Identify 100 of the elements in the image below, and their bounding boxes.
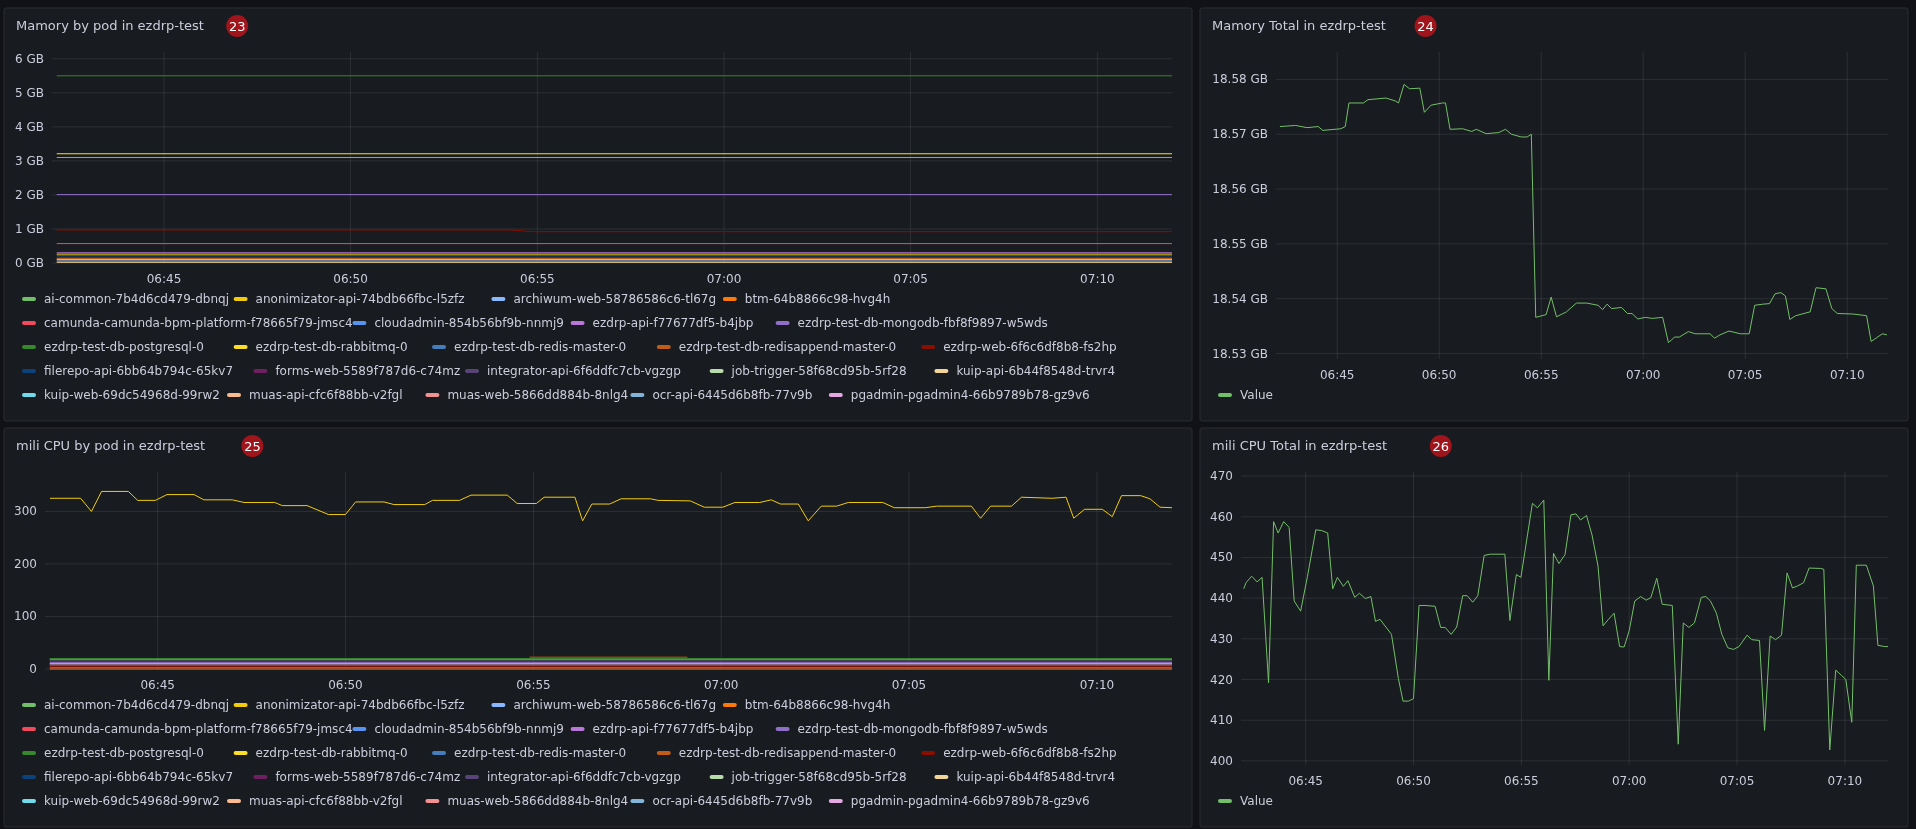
legend-label: muas-api-cfc6f88bb-v2fgl [249, 794, 403, 808]
chart-title: Mamory by pod in ezdrp-test [16, 18, 204, 33]
legend-label: job-trigger-58f68cd95b-5rf28 [730, 364, 907, 378]
legend-label: kuip-api-6b44f8548d-trvr4 [956, 770, 1116, 784]
y-tick-label: 18.56 GB [1212, 182, 1268, 197]
legend-label: kuip-api-6b44f8548d-trvr4 [956, 364, 1116, 378]
legend-label: cloudadmin-854b56bf9b-nnmj9 [374, 316, 564, 330]
x-tick-label: 07:05 [893, 272, 928, 286]
x-tick-label: 07:00 [1611, 774, 1647, 788]
y-tick-label: 18.58 GB [1212, 72, 1268, 87]
legend-label: ezdrp-test-db-mongodb-fbf8f9897-w5wds [797, 722, 1048, 736]
y-tick-label: 2 GB [15, 187, 44, 202]
legend-label: ai-common-7b4d6cd479-dbnqj [44, 292, 229, 306]
legend-label: ezdrp-web-6f6c6df8b8-fs2hp [943, 340, 1117, 354]
y-tick-label: 4 GB [15, 119, 44, 134]
legend-label: anonimizator-api-74bdb66fbc-l5zfz [255, 292, 465, 306]
legend-label: ocr-api-6445d6b8fb-77v9b [652, 794, 813, 808]
legend-label: integrator-api-6f6ddfc7cb-vgzgp [487, 364, 681, 378]
y-tick-label: 18.54 GB [1212, 291, 1268, 306]
legend-label: Value [1240, 388, 1273, 402]
legend-label: archiwum-web-58786586c6-tl67g [513, 698, 717, 712]
legend-label: forms-web-5589f787d6-c74mz [275, 770, 461, 784]
legend-label: forms-web-5589f787d6-c74mz [275, 364, 461, 378]
text: 25 [244, 439, 261, 454]
y-tick-label: 460 [1210, 509, 1233, 524]
y-tick-label: 420 [1210, 672, 1233, 687]
legend-label: ezdrp-test-db-postgresql-0 [44, 746, 204, 760]
x-tick-label: 06:55 [1504, 774, 1539, 788]
y-tick-label: 18.53 GB [1212, 346, 1268, 361]
x-tick-label: 07:05 [1719, 774, 1755, 788]
y-tick-label: 440 [1210, 591, 1233, 606]
x-tick-label: 06:55 [1523, 368, 1559, 382]
y-tick-label: 470 [1210, 469, 1233, 484]
legend-label: filerepo-api-6bb64b794c-65kv7 [44, 364, 234, 378]
x-tick-label: 06:50 [328, 678, 363, 692]
x-tick-label: 07:10 [1829, 368, 1865, 382]
legend-label: btm-64b8866c98-hvg4h [744, 292, 891, 306]
legend-label: muas-api-cfc6f88bb-v2fgl [249, 388, 403, 402]
legend-label: filerepo-api-6bb64b794c-65kv7 [44, 770, 234, 784]
y-tick-label: 5 GB [15, 85, 44, 100]
x-tick-label: 07:05 [1727, 368, 1763, 382]
y-tick-label: 430 [1210, 631, 1233, 646]
legend-label: ezdrp-test-db-rabbitmq-0 [255, 746, 408, 760]
y-tick-label: 100 [14, 609, 37, 624]
legend-label: ezdrp-test-db-redisappend-master-0 [678, 340, 897, 354]
x-tick-label: 06:45 [146, 272, 182, 286]
legend-label: ezdrp-test-db-redis-master-0 [454, 746, 627, 760]
legend-label: ezdrp-test-db-rabbitmq-0 [255, 340, 408, 354]
x-tick-label: 07:00 [703, 678, 739, 692]
y-tick-label: 0 [29, 662, 37, 676]
legend-label: job-trigger-58f68cd95b-5rf28 [730, 770, 907, 784]
legend-label: archiwum-web-58786586c6-tl67g [513, 292, 717, 306]
x-tick-label: 07:10 [1080, 272, 1115, 286]
x-tick-label: 06:50 [1421, 368, 1457, 382]
legend-label: kuip-web-69dc54968d-99rw2 [44, 388, 220, 402]
y-tick-label: 3 GB [15, 153, 44, 168]
legend-label: ezdrp-test-db-postgresql-0 [44, 340, 204, 354]
x-tick-label: 07:00 [1625, 368, 1661, 382]
legend-label: Value [1240, 794, 1273, 808]
x-tick-label: 06:45 [1288, 774, 1323, 788]
x-tick-label: 07:05 [891, 678, 927, 692]
legend-label: muas-web-5866dd884b-8nlg4 [447, 388, 629, 402]
x-tick-label: 06:55 [520, 272, 555, 286]
x-tick-label: 07:10 [1827, 774, 1863, 788]
y-tick-label: 410 [1210, 713, 1233, 728]
chart-title: mili CPU Total in ezdrp-test [1212, 438, 1387, 453]
y-tick-label: 0 GB [15, 256, 44, 270]
line-series [1279, 83, 1888, 344]
y-tick-label: 200 [14, 556, 37, 571]
y-tick-label: 6 GB [15, 51, 44, 66]
legend-label: ai-common-7b4d6cd479-dbnqj [44, 698, 229, 712]
legend-label: ezdrp-test-db-redisappend-master-0 [678, 746, 897, 760]
x-tick-label: 07:10 [1079, 678, 1115, 692]
x-tick-label: 06:45 [140, 678, 175, 692]
chart-title: mili CPU by pod in ezdrp-test [16, 438, 206, 453]
x-tick-label: 06:50 [333, 272, 368, 286]
line-series [49, 490, 1173, 522]
y-tick-label: 450 [1210, 550, 1233, 565]
x-tick-label: 06:55 [516, 678, 551, 692]
legend-label: ezdrp-test-db-redis-master-0 [454, 340, 627, 354]
legend-label: pgadmin-pgadmin4-66b9789b78-gz9v6 [850, 794, 1090, 808]
legend-label: ezdrp-test-db-mongodb-fbf8f9897-w5wds [797, 316, 1048, 330]
legend-label: btm-64b8866c98-hvg4h [744, 698, 891, 712]
x-tick-label: 06:45 [1319, 368, 1355, 382]
legend-label: ezdrp-api-f77677df5-b4jbp [592, 722, 754, 736]
y-tick-label: 400 [1210, 753, 1233, 768]
legend-label: integrator-api-6f6ddfc7cb-vgzgp [487, 770, 681, 784]
chart-title: Mamory Total in ezdrp-test [1212, 18, 1386, 33]
y-tick-label: 1 GB [15, 221, 44, 236]
y-tick-label: 300 [14, 504, 37, 519]
legend-label: ezdrp-web-6f6c6df8b8-fs2hp [943, 746, 1117, 760]
legend-label: camunda-camunda-bpm-platform-f78665f79-jmsc4 [44, 722, 353, 736]
text: 24 [1417, 19, 1434, 34]
x-tick-label: 07:00 [706, 272, 742, 286]
legend-label: kuip-web-69dc54968d-99rw2 [44, 794, 220, 808]
y-tick-label: 18.57 GB [1212, 127, 1268, 142]
x-tick-label: 06:50 [1396, 774, 1431, 788]
legend-label: ezdrp-api-f77677df5-b4jbp [592, 316, 754, 330]
legend-label: pgadmin-pgadmin4-66b9789b78-gz9v6 [850, 388, 1090, 402]
legend-label: ocr-api-6445d6b8fb-77v9b [652, 388, 813, 402]
